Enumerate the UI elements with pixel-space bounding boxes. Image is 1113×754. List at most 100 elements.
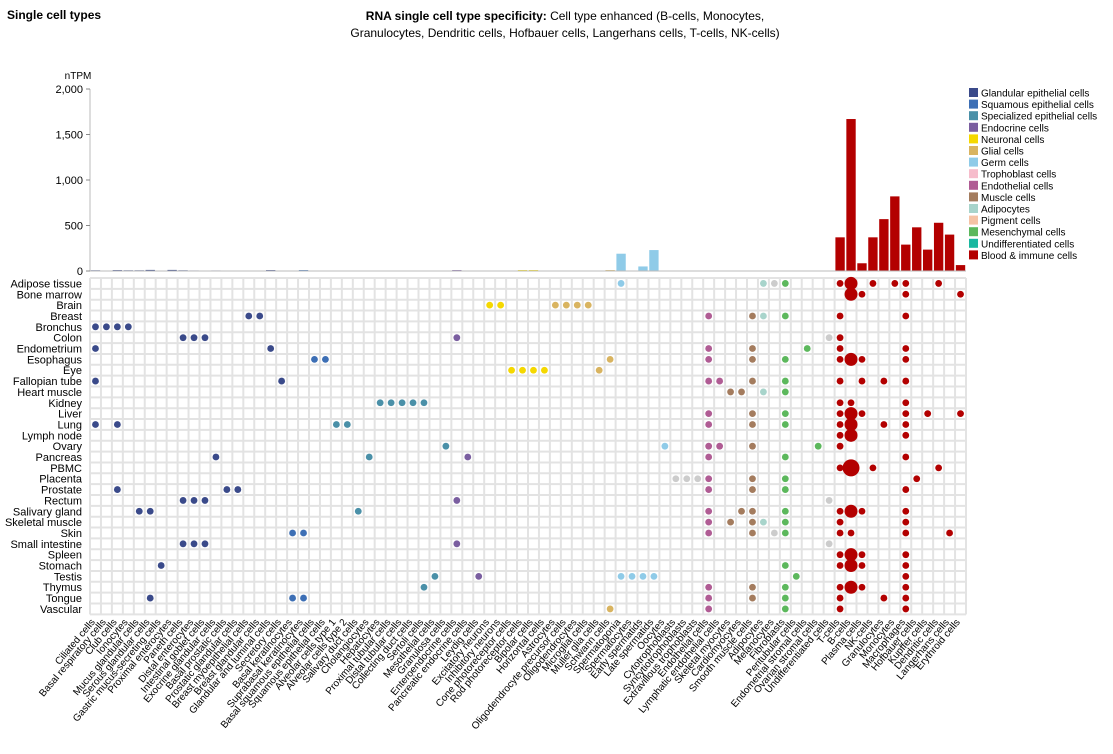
dot xyxy=(420,399,428,407)
legend-label: Muscle cells xyxy=(981,193,1035,204)
dot xyxy=(124,323,132,331)
dot xyxy=(825,540,833,548)
legend-label: Specialized epithelial cells xyxy=(981,112,1097,123)
dot xyxy=(858,410,866,418)
legend-label: Mesenchymal cells xyxy=(981,228,1065,239)
y-tick-label: 1,000 xyxy=(55,175,83,187)
legend-label: Pigment cells xyxy=(981,216,1040,227)
legend-swatch xyxy=(969,204,978,213)
dot xyxy=(844,428,858,442)
dot xyxy=(836,345,844,352)
legend-label: Trophoblast cells xyxy=(981,170,1056,181)
dot xyxy=(409,399,417,407)
dot xyxy=(836,399,844,407)
dot xyxy=(749,345,756,352)
legend-swatch xyxy=(969,157,978,167)
bar xyxy=(901,244,911,271)
dot xyxy=(781,583,789,591)
dot xyxy=(902,529,910,537)
dot xyxy=(92,377,99,385)
dot xyxy=(453,497,461,504)
legend-label: Germ cells xyxy=(981,158,1029,169)
dot xyxy=(573,301,581,309)
section-title: Single cell types xyxy=(7,8,102,22)
dot xyxy=(705,442,713,450)
dot xyxy=(781,453,789,461)
bar xyxy=(857,263,867,271)
tissue-label: Small intestine xyxy=(10,539,82,551)
dot xyxy=(190,497,198,504)
bar xyxy=(944,234,955,271)
dot xyxy=(727,388,734,396)
dot xyxy=(844,352,858,366)
dot xyxy=(376,399,384,407)
dot xyxy=(267,345,275,352)
dot xyxy=(880,421,888,428)
dot xyxy=(902,562,910,569)
legend-label: Neuronal cells xyxy=(981,135,1044,146)
dot xyxy=(844,559,858,573)
dot xyxy=(201,497,209,504)
dot xyxy=(343,421,351,428)
dot xyxy=(311,355,318,363)
bar xyxy=(616,253,626,271)
dot xyxy=(749,529,756,537)
dot xyxy=(836,518,844,526)
dot xyxy=(902,355,910,363)
dot xyxy=(179,497,187,504)
tissue-label: Prostate xyxy=(41,485,82,497)
dot xyxy=(760,388,767,396)
dot xyxy=(223,486,231,493)
dot xyxy=(300,594,307,602)
dot xyxy=(760,312,767,320)
dot xyxy=(749,583,756,591)
tissue-label: Skin xyxy=(61,528,82,540)
dot xyxy=(190,540,198,548)
legend-label: Adipocytes xyxy=(981,205,1030,216)
dot xyxy=(858,583,866,591)
dot xyxy=(727,518,734,526)
dot xyxy=(781,388,789,396)
dot xyxy=(847,399,855,407)
dot xyxy=(190,334,198,342)
dot xyxy=(201,334,209,342)
dot xyxy=(705,377,713,385)
dot xyxy=(289,529,296,537)
legend-swatch xyxy=(969,180,978,190)
dot xyxy=(858,562,866,569)
tissue-label: Thymus xyxy=(43,582,83,594)
dot xyxy=(844,407,858,421)
dot xyxy=(245,312,253,320)
dot xyxy=(705,529,713,537)
dot xyxy=(749,377,756,385)
dot xyxy=(803,345,811,352)
legend-label: Endothelial cells xyxy=(981,181,1053,192)
dot xyxy=(836,421,844,428)
tissue-label: Heart muscle xyxy=(17,387,82,399)
dot xyxy=(836,410,844,418)
bar xyxy=(890,196,900,271)
dot xyxy=(365,453,373,461)
dot xyxy=(902,453,910,461)
dot xyxy=(842,459,860,477)
legend-swatch xyxy=(969,169,978,179)
dot xyxy=(844,276,858,290)
dot xyxy=(781,475,789,483)
dot xyxy=(256,312,264,320)
dot xyxy=(902,377,910,385)
dot xyxy=(705,475,713,483)
dot xyxy=(902,431,910,439)
dot xyxy=(354,507,362,515)
dot xyxy=(844,548,858,562)
dot xyxy=(902,572,910,580)
dot xyxy=(749,486,756,493)
bar xyxy=(835,237,845,271)
dot xyxy=(705,518,713,526)
dot xyxy=(880,377,888,385)
dot xyxy=(551,301,559,309)
dot xyxy=(749,475,756,483)
dot xyxy=(92,345,99,352)
dot xyxy=(749,312,756,320)
dot xyxy=(584,301,592,309)
